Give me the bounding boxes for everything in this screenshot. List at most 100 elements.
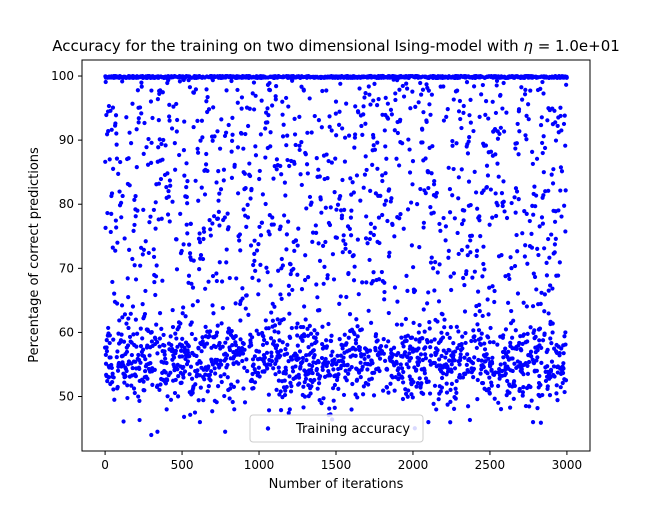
data-point (351, 190, 356, 195)
data-point (256, 349, 262, 354)
data-point (349, 208, 354, 213)
data-point (560, 380, 565, 386)
data-point (416, 356, 422, 361)
data-point (344, 378, 349, 383)
data-point (509, 308, 514, 314)
data-point (326, 360, 331, 365)
data-point (348, 215, 354, 220)
data-point (533, 204, 538, 209)
data-point (200, 135, 205, 140)
data-point (222, 393, 227, 399)
data-point (517, 340, 522, 346)
data-point (185, 359, 191, 364)
data-point (458, 352, 463, 357)
data-point (310, 370, 315, 376)
data-point (309, 367, 314, 372)
data-point (379, 343, 384, 349)
data-point (512, 361, 517, 366)
data-point (471, 366, 477, 371)
data-point (204, 151, 209, 157)
data-point (432, 178, 437, 184)
data-point (286, 283, 291, 288)
data-point (207, 333, 212, 339)
data-point (216, 198, 221, 203)
data-point (382, 128, 387, 133)
data-point (542, 309, 547, 314)
data-point (512, 379, 517, 384)
data-point (107, 157, 112, 162)
data-point (113, 121, 118, 126)
data-point (361, 104, 366, 109)
data-point (526, 359, 532, 365)
data-point (455, 346, 460, 351)
data-point (166, 188, 171, 194)
data-point (452, 216, 457, 221)
data-point (478, 336, 483, 341)
data-point (495, 161, 500, 166)
data-point (361, 185, 366, 190)
data-point (332, 382, 338, 388)
data-point (465, 253, 470, 258)
data-point (193, 382, 198, 387)
data-point (526, 117, 531, 122)
data-point (497, 131, 502, 137)
data-point (409, 392, 414, 397)
data-point (371, 232, 376, 238)
data-point (246, 312, 251, 317)
data-point (114, 355, 119, 360)
data-point (244, 357, 249, 362)
data-point (230, 343, 235, 348)
data-point (229, 175, 235, 181)
data-point (471, 328, 476, 333)
data-point (348, 233, 354, 238)
data-point (206, 364, 211, 369)
data-point (235, 100, 240, 105)
data-point (115, 240, 120, 245)
data-point (158, 176, 164, 182)
data-point (287, 407, 292, 412)
data-point (252, 107, 257, 112)
data-point (553, 236, 558, 242)
data-point (181, 414, 187, 419)
data-point (188, 221, 193, 226)
data-point (330, 252, 336, 257)
data-point (152, 279, 157, 285)
data-point (270, 103, 275, 108)
data-point (317, 307, 322, 313)
data-point (214, 278, 219, 284)
data-point (257, 168, 262, 174)
data-point (459, 167, 464, 172)
data-point (527, 404, 532, 409)
data-point (426, 290, 431, 295)
data-point (558, 105, 563, 110)
data-point (105, 210, 110, 216)
data-point (198, 360, 203, 365)
data-point (315, 331, 320, 336)
data-point (426, 88, 431, 93)
data-point (419, 92, 424, 97)
data-point (327, 114, 332, 119)
data-point (283, 371, 288, 376)
data-point (368, 188, 373, 194)
data-point (472, 269, 477, 274)
data-point (549, 232, 554, 237)
data-point (114, 225, 119, 230)
data-point (306, 275, 311, 280)
data-point (540, 221, 545, 226)
data-point (332, 190, 337, 195)
data-point (313, 223, 318, 228)
data-point (268, 336, 274, 341)
data-point (224, 88, 229, 93)
data-point (555, 370, 560, 375)
data-point (461, 110, 466, 115)
data-point (256, 278, 261, 283)
data-point (195, 299, 200, 304)
data-point (169, 126, 175, 131)
data-point (430, 144, 435, 149)
data-point (395, 299, 400, 304)
y-tick-label: 70 (59, 261, 74, 275)
data-point (353, 337, 358, 343)
data-point (558, 165, 564, 170)
data-point (229, 382, 234, 387)
data-point (361, 112, 366, 117)
